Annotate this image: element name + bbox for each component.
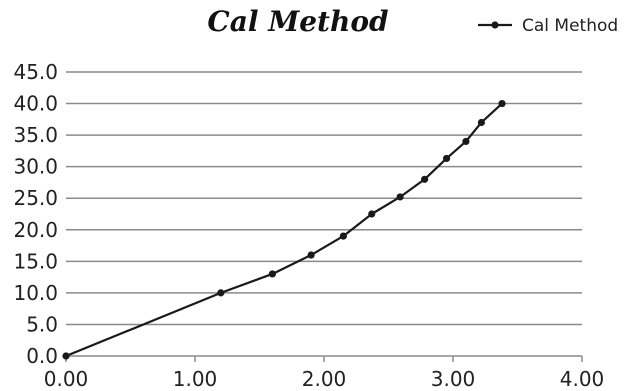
y-tick-label: 25.0 bbox=[13, 186, 58, 210]
data-point bbox=[462, 137, 470, 146]
x-tick-label: 1.00 bbox=[173, 367, 218, 391]
data-point bbox=[307, 251, 315, 259]
legend: Cal Method bbox=[478, 16, 618, 36]
y-tick-labels: 0.0 5.0 10.0 15.0 20.0 25.0 30.0 35.0 40.0 45.0 bbox=[13, 60, 58, 368]
data-point bbox=[442, 154, 451, 163]
y-tick-label: 5.0 bbox=[26, 312, 58, 336]
data-point bbox=[498, 99, 506, 108]
y-tick-label: 10.0 bbox=[13, 281, 58, 305]
data-point bbox=[421, 175, 429, 183]
y-tick-label: 30.0 bbox=[13, 155, 58, 179]
legend-label: Cal Method bbox=[522, 16, 618, 36]
data-point bbox=[396, 193, 404, 201]
gridlines bbox=[66, 71, 582, 326]
chart-title: Cal Method bbox=[207, 5, 388, 38]
series-line-0 bbox=[65, 102, 503, 358]
data-point bbox=[217, 289, 225, 297]
data-point bbox=[268, 270, 276, 278]
x-tick-labels: 0.00 1.00 2.00 3.00 4.00 bbox=[44, 367, 605, 391]
y-tick-label: 45.0 bbox=[13, 60, 58, 84]
y-tick-label: 40.0 bbox=[13, 92, 58, 116]
axes bbox=[65, 355, 583, 362]
y-tick-label: 35.0 bbox=[13, 123, 58, 147]
x-tick-label: 2.00 bbox=[302, 367, 347, 391]
x-tick-label: 0.00 bbox=[44, 367, 89, 391]
data-point bbox=[62, 352, 70, 360]
data-point bbox=[368, 210, 376, 218]
legend-marker bbox=[491, 21, 499, 29]
y-tick-label: 20.0 bbox=[13, 218, 58, 242]
x-tick-label: 3.00 bbox=[431, 367, 476, 391]
data-point bbox=[339, 232, 347, 240]
x-tick-label: 4.00 bbox=[560, 367, 605, 391]
y-tick-label: 0.0 bbox=[26, 344, 58, 368]
y-tick-label: 15.0 bbox=[13, 249, 58, 273]
series-lines bbox=[62, 99, 506, 360]
data-point bbox=[477, 118, 485, 127]
